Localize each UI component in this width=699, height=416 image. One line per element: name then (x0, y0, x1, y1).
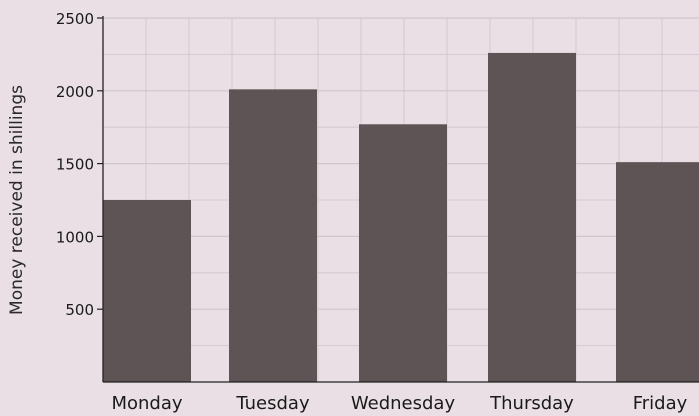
x-tick-label-friday: Friday (633, 393, 688, 414)
x-tick-label-monday: Monday (111, 393, 182, 414)
y-tick-label-2500: 2500 (56, 10, 94, 28)
x-tick-label-wednesday: Wednesday (351, 393, 456, 414)
y-tick-label-2000: 2000 (56, 83, 94, 101)
y-tick-label-1500: 1500 (56, 156, 94, 174)
x-tick-label-thursday: Thursday (489, 393, 574, 414)
bar-wednesday (359, 124, 447, 383)
bar-monday (103, 200, 191, 382)
bar-tuesday (229, 89, 317, 383)
bar-friday (616, 162, 699, 382)
y-tick-label-500: 500 (65, 301, 94, 319)
bars (103, 52, 699, 383)
y-axis-label: Money received in shillings (7, 85, 27, 315)
bar-thursday (488, 52, 576, 382)
y-tick-label-1000: 1000 (56, 228, 94, 246)
x-tick-labels: Monday Tuesday Wednesday Thursday Friday (111, 393, 687, 414)
x-tick-label-tuesday: Tuesday (235, 393, 310, 414)
y-tick-labels: 500 1000 1500 2000 2500 (56, 10, 94, 319)
axes (97, 16, 699, 383)
